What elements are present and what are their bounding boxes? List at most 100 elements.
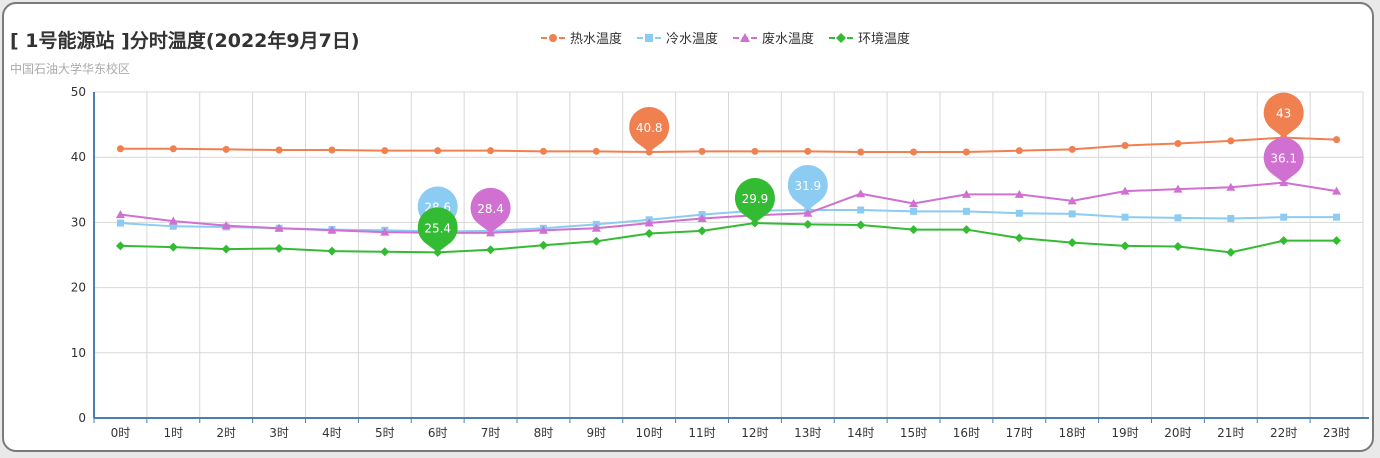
data-point bbox=[804, 147, 812, 155]
x-tick-label: 12时 bbox=[741, 426, 768, 440]
data-point bbox=[1015, 209, 1023, 217]
pin-marker bbox=[1263, 137, 1304, 183]
y-tick-label: 10 bbox=[71, 346, 86, 360]
data-point bbox=[803, 219, 813, 229]
data-point bbox=[909, 198, 919, 207]
data-point bbox=[697, 213, 707, 222]
data-point bbox=[1226, 182, 1236, 191]
data-point bbox=[910, 148, 918, 156]
line-chart: 0 10 20 30 40 50 0时 1时 2时 3时 4时 5时 6时 7时 8时 9时 10时 11时 12时… bbox=[71, 85, 1369, 440]
x-tick-label: 19时 bbox=[1111, 426, 1138, 440]
data-point bbox=[327, 225, 337, 234]
x-tick-label: 15时 bbox=[900, 426, 927, 440]
data-point bbox=[1014, 189, 1024, 198]
pin-label: 29.9 bbox=[742, 192, 769, 206]
x-tick-label: 22时 bbox=[1270, 426, 1297, 440]
chart-subtitle: 中国石油大学华东校区 bbox=[10, 62, 131, 76]
data-point bbox=[538, 225, 548, 234]
data-point bbox=[857, 148, 865, 156]
pin-label: 28.4 bbox=[477, 202, 504, 216]
pin-label: 25.4 bbox=[424, 221, 451, 235]
data-point bbox=[1174, 140, 1182, 148]
x-tick-label: 7时 bbox=[481, 426, 501, 440]
data-point bbox=[803, 208, 813, 217]
pin-marker bbox=[629, 106, 670, 152]
series-line bbox=[120, 222, 1337, 254]
x-tick-label: 4时 bbox=[322, 426, 342, 440]
data-point bbox=[1068, 210, 1076, 218]
legend-symbol-icon bbox=[637, 33, 662, 42]
data-point bbox=[961, 189, 971, 198]
data-point bbox=[1333, 213, 1341, 221]
data-point bbox=[1279, 236, 1289, 246]
pin-label: 36.1 bbox=[1270, 152, 1297, 166]
data-point bbox=[168, 216, 178, 225]
series-line bbox=[120, 181, 1337, 234]
data-point bbox=[644, 228, 654, 238]
legend: 热水温度 冷水温度 废水温度 环境温度 bbox=[540, 28, 910, 47]
data-point bbox=[486, 245, 496, 255]
data-point bbox=[275, 146, 283, 154]
data-point bbox=[328, 146, 336, 154]
pin-marker bbox=[470, 187, 511, 233]
pin-label: 43 bbox=[1276, 107, 1291, 121]
x-tick-label: 16时 bbox=[953, 426, 980, 440]
legend-item[interactable]: 热水温度 bbox=[540, 28, 622, 47]
legend-item[interactable]: 环境温度 bbox=[828, 28, 910, 47]
legend-item[interactable]: 废水温度 bbox=[732, 28, 814, 47]
data-point bbox=[1174, 214, 1182, 222]
x-tick-label: 11时 bbox=[688, 426, 715, 440]
data-point bbox=[168, 242, 178, 252]
x-tick-label: 0时 bbox=[111, 426, 131, 440]
x-tick-label: 9时 bbox=[586, 426, 606, 440]
data-point bbox=[116, 219, 124, 227]
legend-symbol-icon bbox=[733, 32, 758, 42]
data-point bbox=[221, 244, 231, 254]
data-point bbox=[592, 147, 600, 155]
data-point bbox=[1173, 242, 1183, 252]
y-tick-label: 0 bbox=[78, 411, 86, 425]
data-point bbox=[857, 206, 865, 214]
data-point bbox=[1227, 214, 1235, 222]
data-point bbox=[1332, 186, 1342, 195]
pin-label: 31.9 bbox=[794, 179, 821, 193]
legend-symbol-icon bbox=[829, 32, 854, 43]
data-point bbox=[115, 241, 125, 251]
x-tick-label: 13时 bbox=[794, 426, 821, 440]
data-point bbox=[169, 145, 177, 153]
data-point bbox=[1067, 238, 1077, 248]
pin-marker bbox=[1263, 92, 1304, 138]
data-point bbox=[1332, 236, 1342, 246]
x-tick-label: 2时 bbox=[216, 426, 236, 440]
legend-item[interactable]: 冷水温度 bbox=[636, 28, 718, 47]
x-tick-label: 6时 bbox=[428, 426, 448, 440]
x-tick-label: 14时 bbox=[847, 426, 874, 440]
data-point bbox=[1068, 145, 1076, 153]
data-point bbox=[591, 236, 601, 246]
data-point bbox=[698, 147, 706, 155]
data-point bbox=[1333, 136, 1341, 144]
y-tick-label: 50 bbox=[71, 85, 86, 99]
data-point bbox=[1067, 196, 1077, 205]
data-point bbox=[751, 147, 759, 155]
data-point bbox=[274, 243, 284, 253]
data-point bbox=[538, 240, 548, 250]
data-point bbox=[1173, 184, 1183, 193]
x-tick-label: 18时 bbox=[1059, 426, 1086, 440]
y-tick-label: 40 bbox=[71, 150, 86, 164]
y-tick-label: 30 bbox=[71, 215, 86, 229]
data-point bbox=[115, 210, 125, 219]
data-point bbox=[434, 147, 442, 155]
x-tick-label: 8时 bbox=[534, 426, 554, 440]
data-point bbox=[856, 189, 866, 198]
data-point bbox=[697, 226, 707, 236]
data-point bbox=[116, 145, 124, 153]
data-point bbox=[274, 223, 284, 232]
pin-marker bbox=[734, 178, 775, 224]
legend-label: 废水温度 bbox=[762, 32, 815, 47]
legend-label: 冷水温度 bbox=[666, 32, 719, 47]
legend-symbol-icon bbox=[541, 33, 565, 42]
data-point bbox=[644, 218, 654, 227]
pin-marker bbox=[417, 207, 458, 253]
x-tick-label: 20时 bbox=[1164, 426, 1191, 440]
